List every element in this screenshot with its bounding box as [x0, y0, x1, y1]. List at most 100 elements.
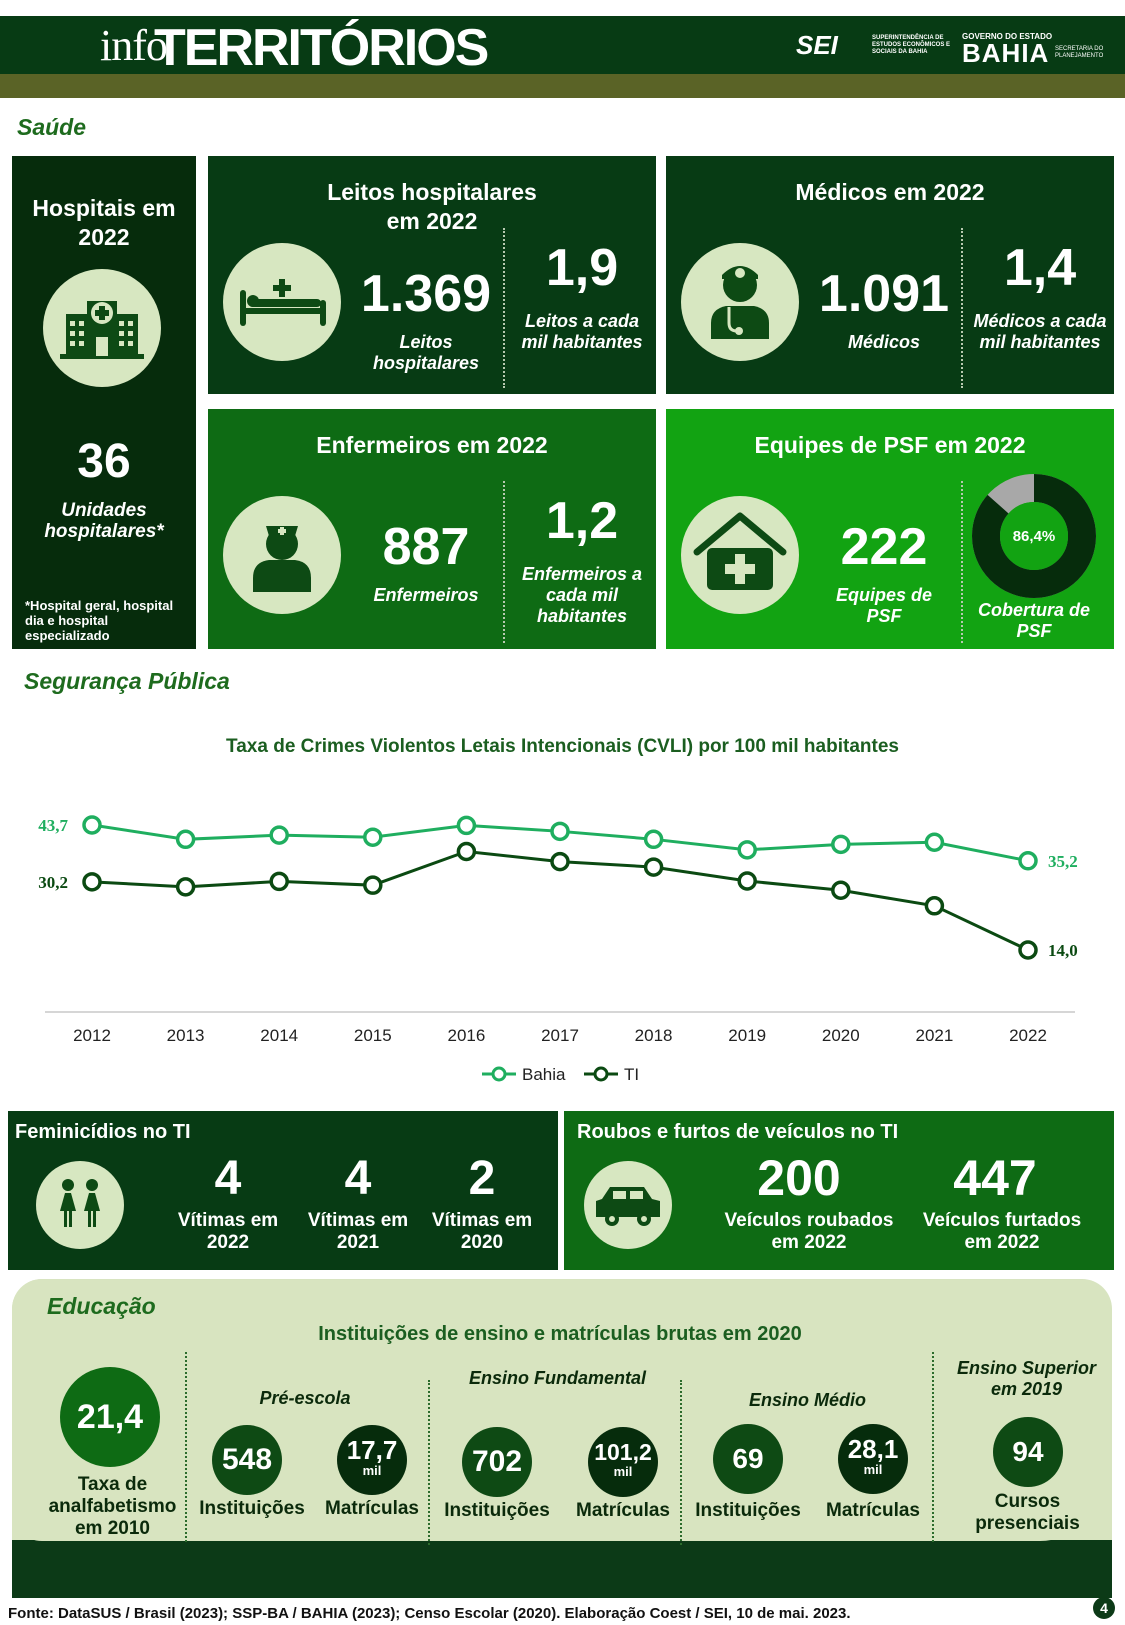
point-bahia-2014 [269, 825, 289, 845]
superior-label: Cursos presenciais [975, 1491, 1080, 1534]
pre-escola-mat-circle: 17,7 mil [337, 1425, 407, 1495]
x-tick-2017: 2017 [541, 1026, 579, 1045]
point-ti-2013 [175, 877, 196, 897]
point-bahia-2018 [643, 829, 664, 850]
furtos-label: Veículos furtados em 2022 [922, 1210, 1082, 1253]
medicos-title: Médicos em 2022 [795, 179, 985, 205]
leitos-divider [503, 228, 505, 388]
leitos-card: Leitos hospitalares em 2022 1.369 Leitos… [208, 156, 656, 394]
hospitais-label: Unidades hospitalares* [44, 500, 164, 542]
gov-logo-main: BAHIA [962, 38, 1050, 68]
feminicidio-2022-label: Vítimas em 2022 [177, 1210, 279, 1253]
point-ti-2015 [363, 875, 383, 895]
cvli-line-chart: 43,7 35,2 30,2 14,0 2012 2013 2014 2015 2016 201… [38, 815, 1078, 1084]
hospital-icon [60, 301, 144, 359]
medicos-rate-label: Médicos a cada mil habitantes [973, 311, 1107, 352]
health-house-icon [693, 512, 787, 590]
sei-logo: SEI [796, 30, 838, 60]
feminicidios-card: Feminicídios no TI 4 Vítimas em 2022 4 V… [8, 1111, 558, 1270]
hospitais-title: Hospitais em 2022 [32, 195, 176, 250]
enfermeiros-value: 887 [382, 518, 470, 576]
point-ti-2016 [456, 841, 477, 862]
point-bahia-2020 [831, 834, 851, 855]
leitos-label: Leitos hospitalares [372, 332, 480, 373]
section-title-seguranca: Segurança Pública [24, 668, 230, 694]
point-ti-2014 [269, 871, 289, 892]
feminicidio-2021-label: Vítimas em 2021 [307, 1210, 409, 1253]
medio-inst-label: Instituições [695, 1500, 801, 1521]
educacao-bottom-bar [12, 1540, 1112, 1598]
pre-escola-inst-value: 548 [212, 1425, 282, 1495]
car-icon-circle [584, 1161, 672, 1249]
point-ti-2021 [924, 896, 945, 916]
fundamental-inst-value: 702 [462, 1427, 532, 1497]
nurse-icon-circle [223, 496, 341, 614]
medicos-rate: 1,4 [1003, 239, 1077, 297]
point-bahia-2022 [1018, 851, 1038, 871]
point-ti-2017 [550, 851, 570, 872]
enfermeiros-divider [503, 481, 505, 643]
psf-card: Equipes de PSF em 2022 222 Equipes de PS… [666, 409, 1114, 649]
x-tick-2019: 2019 [728, 1026, 766, 1045]
furtos-value: 447 [953, 1150, 1037, 1206]
nurse-icon [253, 526, 311, 592]
x-tick-2018: 2018 [635, 1026, 673, 1045]
edu-divider-1 [185, 1352, 187, 1542]
medicos-value: 1.091 [818, 265, 950, 323]
pre-escola-mat-unit: mil [362, 1463, 382, 1478]
feminicidio-2020-value: 2 [468, 1152, 496, 1205]
section-title-saude: Saúde [17, 114, 87, 140]
x-tick-2021: 2021 [915, 1026, 953, 1045]
educacao-panel-inner [12, 1279, 1100, 1541]
point-bahia-2021 [924, 832, 945, 853]
fundamental-mat-label: Matrículas [576, 1500, 670, 1521]
medicos-card: Médicos em 2022 1.091 Médicos 1,4 Médico… [666, 156, 1114, 394]
point-bahia-2013 [175, 829, 196, 850]
roubos-card: Roubos e furtos de veículos no TI 200 Ve… [564, 1111, 1114, 1270]
footer-source: Fonte: DataSUS / Brasil (2023); SSP-BA /… [8, 1605, 851, 1622]
point-ti-2018 [643, 857, 664, 877]
educacao-subtitle: Instituições de ensino e matrículas brut… [318, 1323, 802, 1345]
roubos-value: 200 [757, 1150, 841, 1206]
feminicidio-2020-label: Vítimas em 2020 [431, 1210, 533, 1253]
point-ti-2012 [82, 872, 102, 892]
psf-divider [961, 481, 963, 643]
donut-center [1000, 502, 1068, 570]
label-first-ti: 30,2 [38, 873, 68, 892]
feminicidio-2021-value: 4 [344, 1152, 372, 1205]
point-ti-2022 [1018, 940, 1038, 960]
header-bar [0, 16, 1125, 74]
psf-title: Equipes de PSF em 2022 [754, 432, 1026, 458]
health-house-icon-circle [681, 496, 799, 614]
doctor-icon-circle [681, 243, 799, 361]
point-bahia-2012 [82, 815, 102, 835]
leitos-title: Leitos hospitalares em 2022 [327, 179, 537, 234]
enfermeiros-label: Enfermeiros [373, 585, 479, 605]
point-bahia-2016 [456, 815, 477, 836]
pre-escola-title: Pré-escola [259, 1388, 351, 1408]
x-tick-2022: 2022 [1009, 1026, 1047, 1045]
point-ti-2020 [831, 880, 851, 900]
gov-logo-subtitle: SECRETARIA DO PLANEJAMENTO [1055, 46, 1104, 59]
medio-mat-unit: mil [863, 1462, 883, 1477]
point-ti-2019 [737, 871, 757, 891]
medio-inst-value: 69 [713, 1424, 783, 1494]
feminicidios-title: Feminicídios no TI [15, 1121, 191, 1143]
superior-value: 94 [993, 1417, 1063, 1487]
legend-marker-ti [593, 1066, 609, 1082]
pre-escola-mat-value: 17,7 [346, 1435, 398, 1465]
doctor-icon [711, 266, 769, 339]
roubos-title: Roubos e furtos de veículos no TI [577, 1121, 899, 1143]
x-tick-2012: 2012 [73, 1026, 111, 1045]
analfabetismo-value: 21,4 [60, 1367, 160, 1467]
edu-divider-3 [680, 1380, 682, 1545]
x-tick-2016: 2016 [447, 1026, 485, 1045]
bed-icon-circle [223, 243, 341, 361]
bed-icon [240, 279, 326, 326]
hospitais-value: 36 [77, 435, 131, 488]
roubos-label: Veículos roubados em 2022 [724, 1210, 894, 1253]
fundamental-inst-label: Instituições [444, 1500, 550, 1521]
medicos-label: Médicos [847, 332, 921, 352]
label-first-bahia: 43,7 [38, 816, 68, 835]
psf-coverage-donut: 86,4% [972, 474, 1096, 598]
